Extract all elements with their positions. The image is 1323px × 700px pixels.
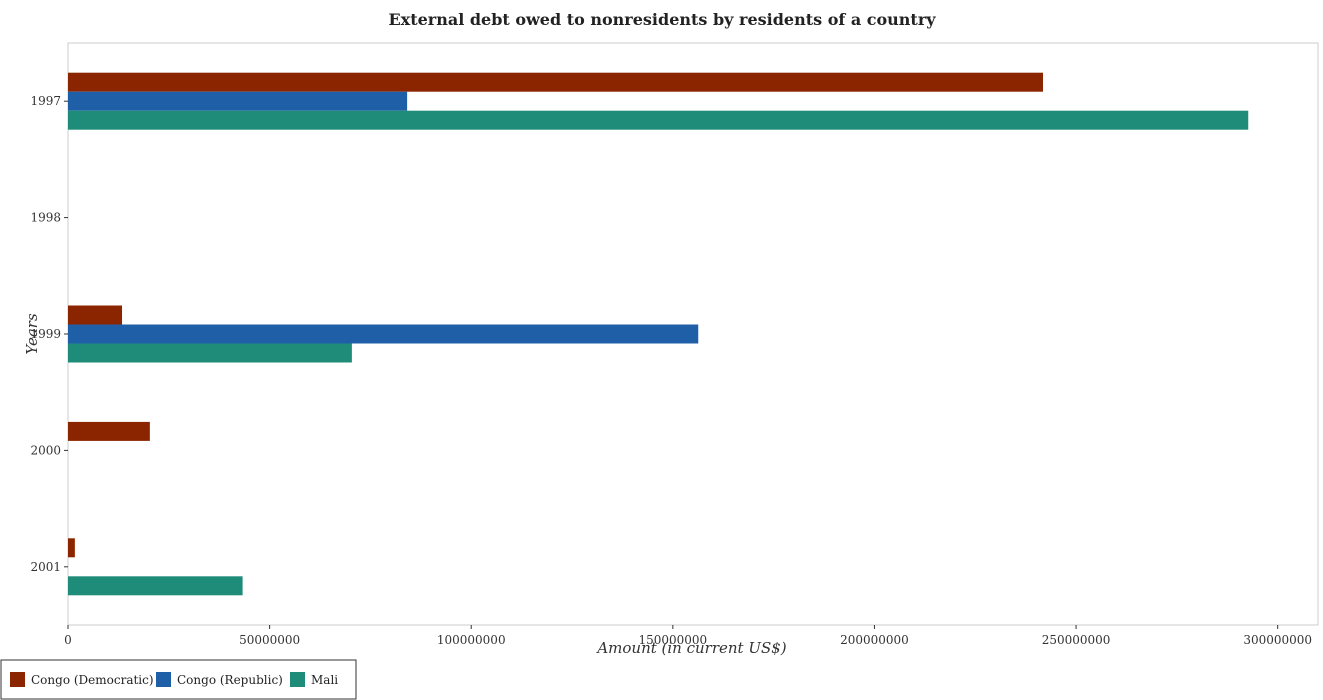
y-tick-label: 2000: [30, 443, 61, 457]
bar-congo-republic-1999: [68, 324, 699, 344]
bar-congo-democratic-2001: [68, 538, 75, 558]
x-tick-label: 50000000: [239, 633, 300, 647]
bar-mali-2001: [68, 576, 243, 596]
x-tick-label: 100000000: [437, 633, 506, 647]
x-axis-label: Amount (in current US$): [595, 639, 786, 657]
legend-swatch-congo-republic: [156, 672, 171, 687]
y-axis-label: Years: [23, 313, 41, 355]
y-tick-label: 2001: [30, 560, 61, 574]
legend-swatch-mali: [290, 672, 305, 687]
x-tick-label: 150000000: [638, 633, 707, 647]
legend-swatch-congo-democratic: [10, 672, 25, 687]
chart-title: External debt owed to nonresidents by re…: [388, 10, 936, 29]
bar-congo-republic-1997: [68, 91, 408, 111]
y-tick-label: 1998: [30, 211, 61, 225]
bars-group: [68, 72, 1249, 596]
y-ticks-group: 1997 1998 1999 2000 2001: [30, 94, 68, 574]
x-tick-label: 300000000: [1243, 633, 1312, 647]
bar-congo-democratic-1997: [68, 72, 1043, 92]
legend-label-mali: Mali: [311, 673, 338, 687]
bar-mali-1997: [68, 110, 1249, 130]
x-ticks-group: 0 50000000 100000000 150000000 200000000 2500…: [64, 625, 1312, 647]
bar-mali-1999: [68, 343, 352, 363]
legend-label-congo-democratic: Congo (Democratic): [31, 673, 154, 687]
x-tick-label: 200000000: [840, 633, 909, 647]
y-tick-label: 1999: [30, 327, 61, 341]
legend: Congo (Democratic) Congo (Republic) Mali: [0, 659, 357, 700]
bar-congo-democratic-1999: [68, 305, 123, 325]
legend-label-congo-republic: Congo (Republic): [177, 673, 283, 687]
x-tick-label: 0: [64, 633, 72, 647]
y-tick-label: 1997: [30, 94, 61, 108]
bar-congo-democratic-2000: [68, 421, 150, 441]
x-tick-label: 250000000: [1042, 633, 1111, 647]
